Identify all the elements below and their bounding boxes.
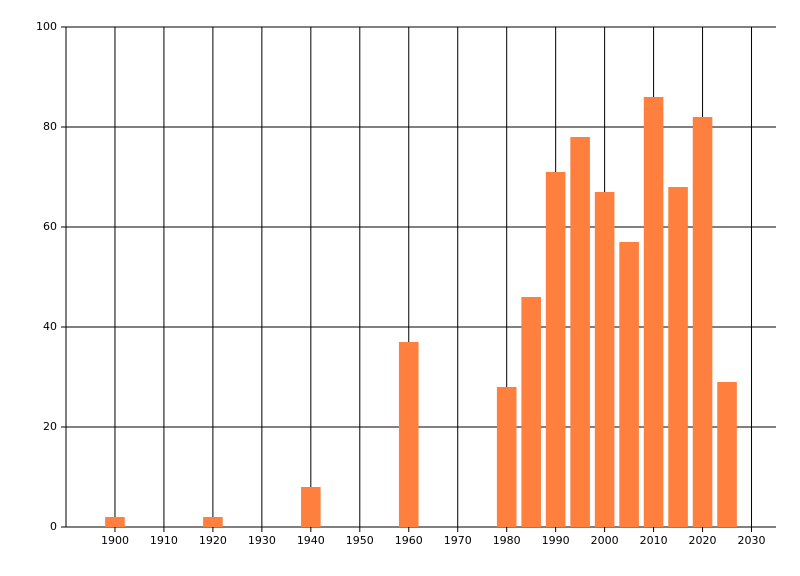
bar <box>521 297 541 527</box>
x-tick-label: 1930 <box>248 534 276 547</box>
bar <box>545 172 566 527</box>
y-tick-label: 80 <box>43 120 57 133</box>
x-tick-label: 1970 <box>444 534 472 547</box>
x-tick-label: 2010 <box>640 534 668 547</box>
y-tick-label: 40 <box>43 320 57 333</box>
x-tick-label: 2000 <box>591 534 619 547</box>
x-tick-label: 2030 <box>738 534 766 547</box>
y-tick-label: 0 <box>50 520 57 533</box>
y-tick-label: 60 <box>43 220 57 233</box>
y-tick-label: 100 <box>36 20 57 33</box>
x-tick-label: 2020 <box>689 534 717 547</box>
bar <box>301 487 321 527</box>
bar <box>643 97 664 527</box>
bar <box>619 242 639 527</box>
x-tick-label: 1910 <box>150 534 178 547</box>
x-tick-label: 1990 <box>542 534 570 547</box>
bar <box>692 117 713 527</box>
bar <box>717 382 737 527</box>
bar <box>203 517 223 527</box>
x-tick-label: 1960 <box>395 534 423 547</box>
bar <box>105 517 125 527</box>
bar <box>668 187 688 527</box>
x-tick-label: 1980 <box>493 534 521 547</box>
bar <box>594 192 615 527</box>
x-tick-label: 1940 <box>297 534 325 547</box>
bar <box>398 342 419 527</box>
bar <box>496 387 517 527</box>
x-tick-label: 1900 <box>101 534 129 547</box>
y-tick-label: 20 <box>43 420 57 433</box>
x-tick-label: 1950 <box>346 534 374 547</box>
x-tick-label: 1920 <box>199 534 227 547</box>
bar <box>570 137 590 527</box>
